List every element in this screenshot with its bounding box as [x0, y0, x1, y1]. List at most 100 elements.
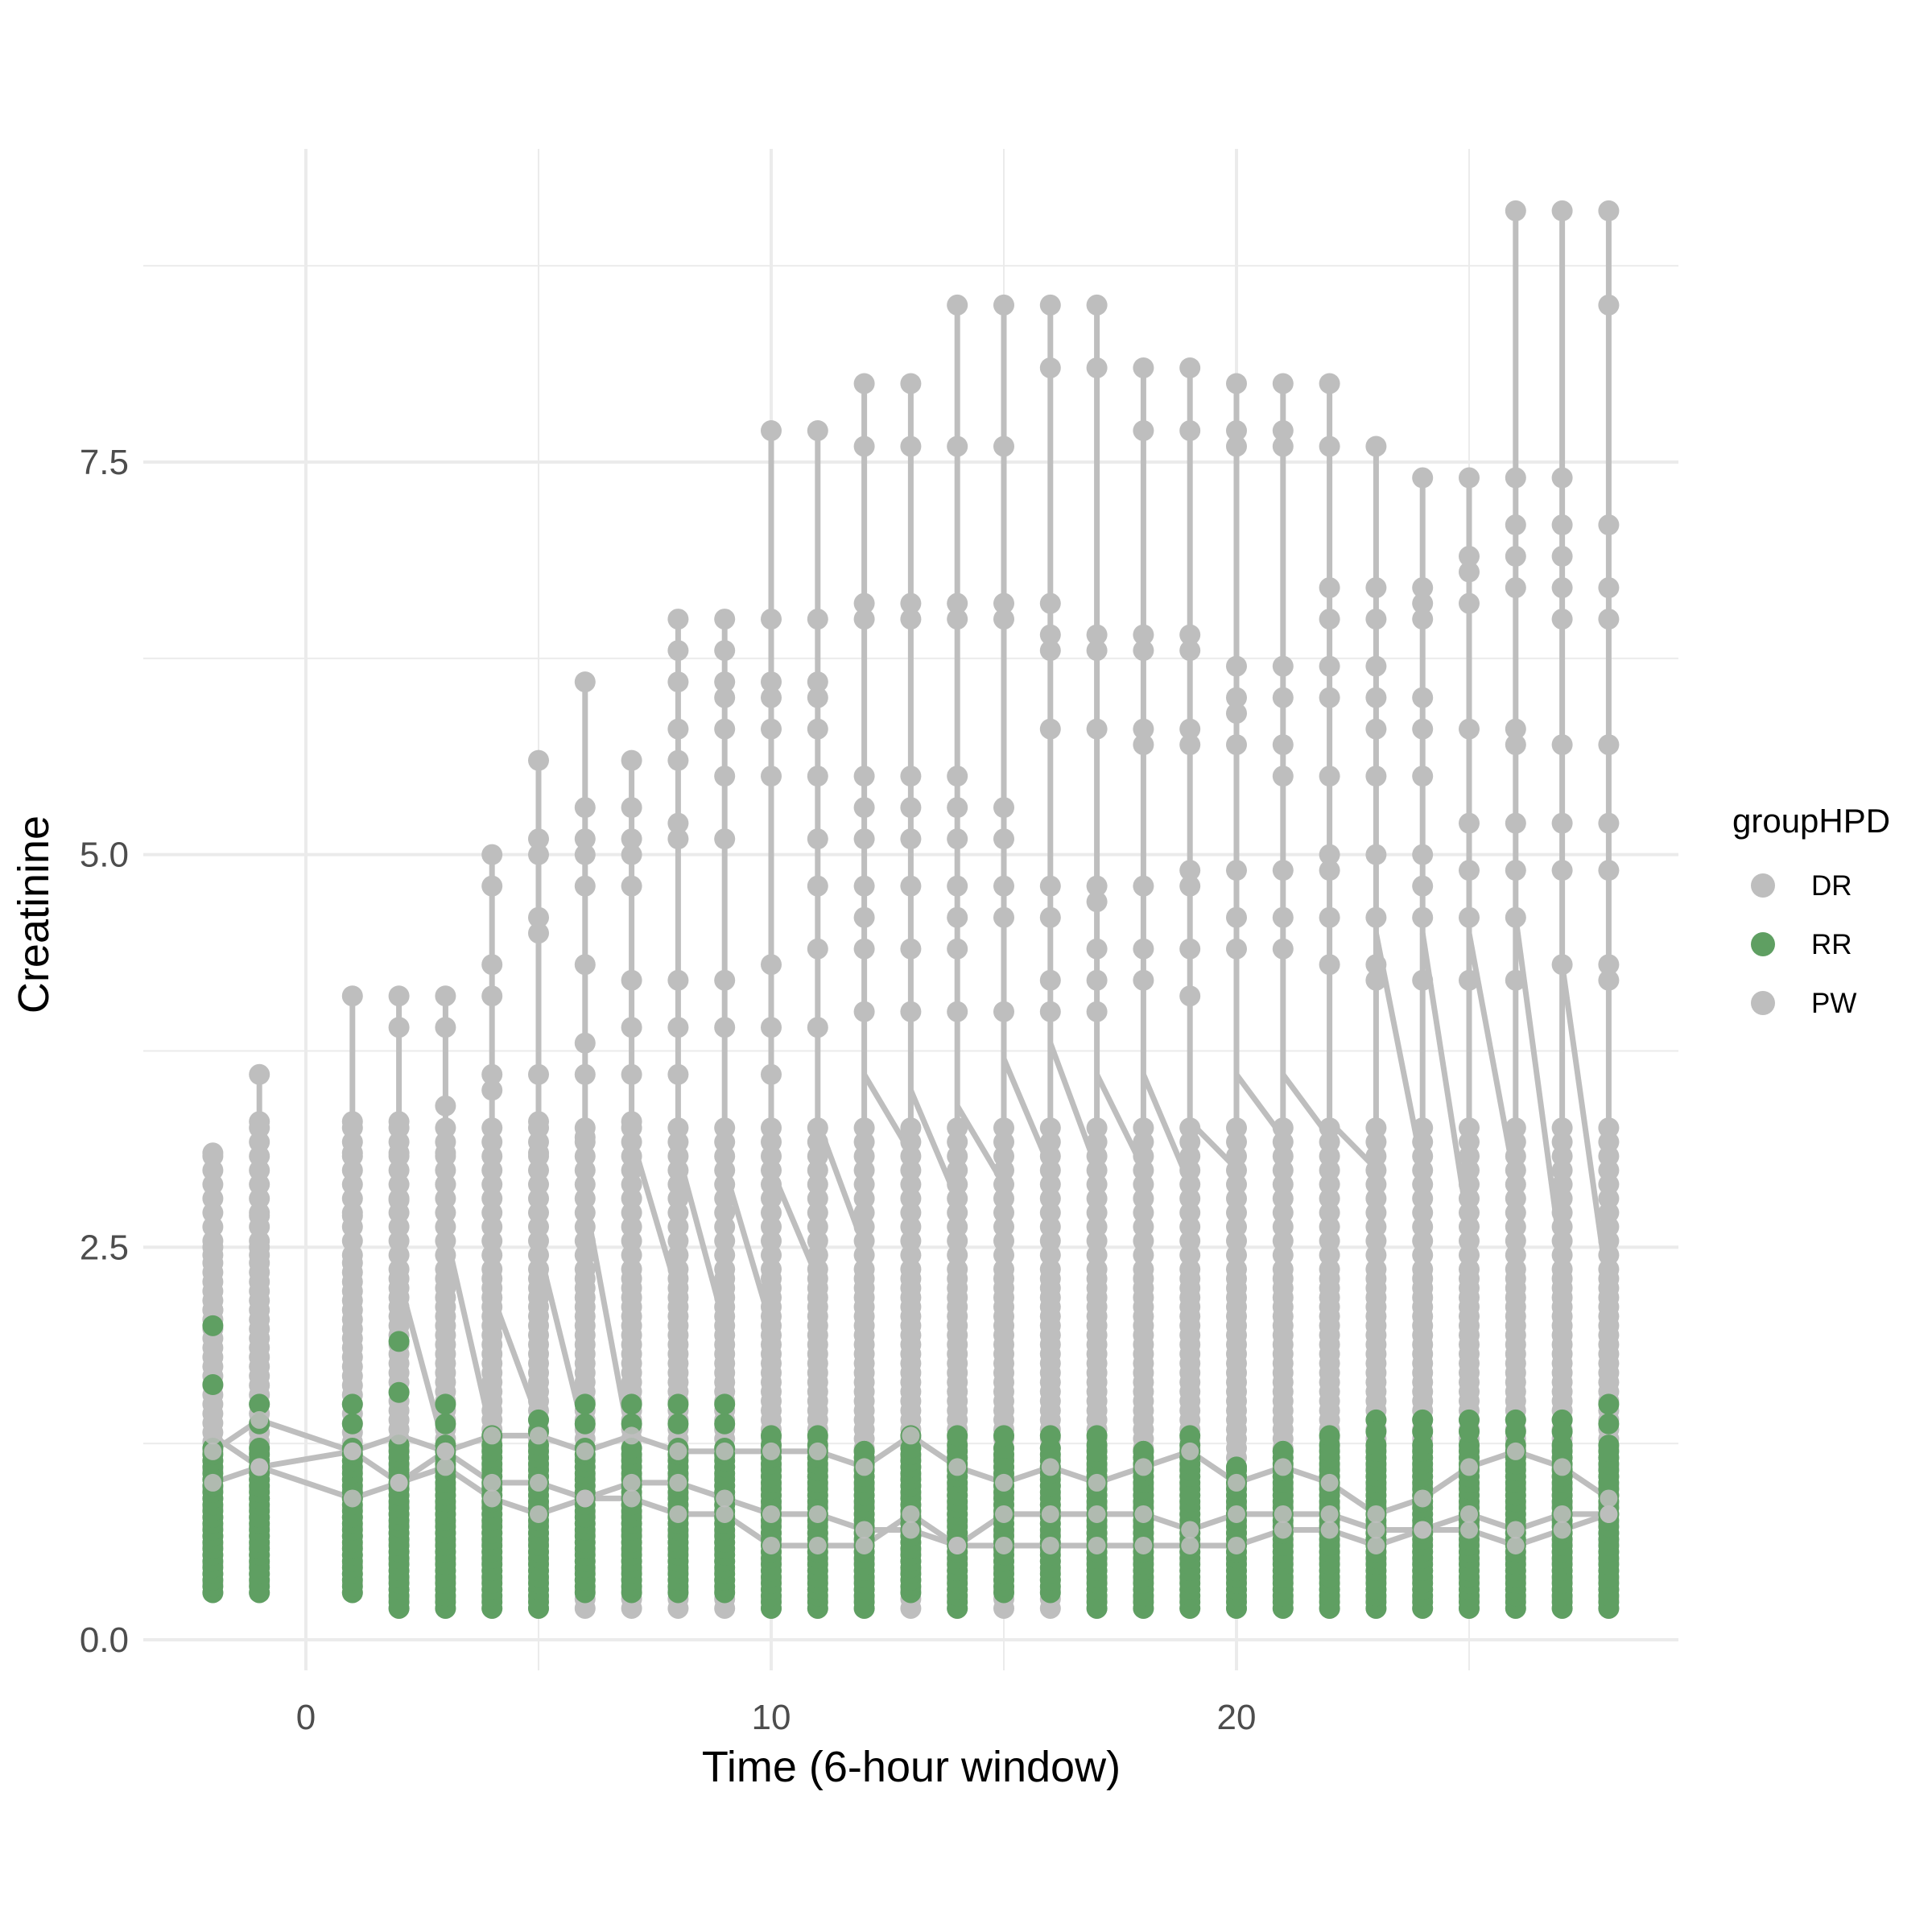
gray-point	[761, 766, 782, 787]
trajectory-point	[1553, 1458, 1571, 1476]
x-tick-label: 0	[296, 1698, 316, 1737]
gray-point	[1039, 640, 1061, 662]
trajectory-point	[1506, 1536, 1525, 1554]
trajectory-point	[762, 1442, 780, 1460]
trajectory-point	[1600, 1489, 1618, 1508]
trajectory-point	[1367, 1521, 1385, 1539]
gray-point	[1319, 1117, 1340, 1139]
trajectory-point	[1134, 1505, 1153, 1523]
gray-point	[1226, 419, 1247, 441]
gray-point	[761, 687, 782, 708]
trajectory-point	[1320, 1521, 1339, 1539]
green-point	[714, 1393, 736, 1415]
trajectory-point	[530, 1505, 547, 1523]
gray-point	[1412, 687, 1434, 708]
gray-point	[1272, 906, 1294, 928]
gray-point	[1319, 860, 1340, 881]
gray-point	[528, 923, 549, 944]
gray-point	[1598, 577, 1620, 599]
gray-point	[1179, 1117, 1201, 1139]
green-point	[761, 1425, 782, 1447]
gray-point	[528, 749, 549, 771]
gray-point	[1179, 734, 1201, 756]
trajectory-point	[483, 1426, 502, 1445]
trajectory-point	[1181, 1442, 1199, 1460]
trajectory-point	[622, 1426, 641, 1445]
trajectory-point	[1274, 1458, 1292, 1476]
gray-point	[761, 954, 782, 976]
gray-point	[1226, 687, 1247, 708]
trajectory-point	[902, 1521, 920, 1539]
trajectory-point	[1041, 1505, 1059, 1523]
gray-point	[1272, 687, 1294, 708]
gray-point	[1365, 954, 1387, 976]
gray-point	[574, 1117, 596, 1139]
gray-point	[1226, 938, 1247, 960]
gray-point	[1365, 766, 1387, 787]
gray-point	[807, 1017, 828, 1038]
green-point	[1505, 1421, 1526, 1443]
gray-point	[900, 1001, 922, 1022]
green-point	[388, 1331, 410, 1352]
gray-point	[574, 844, 596, 865]
trajectory-point	[762, 1505, 780, 1523]
green-point	[1319, 1425, 1340, 1447]
gray-point	[1319, 954, 1340, 976]
gray-point	[1505, 514, 1526, 536]
gray-point	[714, 718, 736, 740]
gray-point	[1412, 969, 1434, 991]
gray-point	[1598, 734, 1620, 756]
trajectory-point	[1041, 1458, 1059, 1476]
gray-point	[1272, 1117, 1294, 1139]
gray-point	[947, 766, 968, 787]
green-point	[1598, 1413, 1620, 1435]
gray-point	[993, 592, 1014, 614]
trajectory-point	[1460, 1505, 1478, 1523]
gray-point	[1039, 906, 1061, 928]
gray-point	[1272, 373, 1294, 394]
gray-point	[853, 938, 875, 960]
trajectory-point	[250, 1458, 269, 1476]
gray-point	[761, 1063, 782, 1085]
gray-point	[1551, 734, 1573, 756]
gray-point	[900, 1117, 922, 1139]
gray-point	[574, 671, 596, 693]
gray-point	[481, 1117, 503, 1139]
trajectory-point	[483, 1473, 502, 1492]
gray-point	[667, 749, 689, 771]
gray-point	[621, 875, 642, 897]
gray-point	[621, 1017, 642, 1038]
gray-point	[807, 1117, 828, 1139]
gray-point	[1459, 592, 1480, 614]
trajectory-point	[995, 1505, 1013, 1523]
gray-point	[1133, 357, 1154, 378]
gray-point	[1086, 357, 1108, 378]
gray-point	[1365, 718, 1387, 740]
gray-point	[1365, 655, 1387, 677]
gray-point	[761, 718, 782, 740]
gray-point	[435, 1117, 456, 1139]
gray-point	[900, 592, 922, 614]
gray-point	[574, 954, 596, 976]
gray-point	[1319, 373, 1340, 394]
gray-point	[807, 419, 828, 441]
gray-point	[1319, 577, 1340, 599]
gray-point	[1412, 718, 1434, 740]
gray-point	[1551, 200, 1573, 221]
gray-point	[481, 985, 503, 1007]
gray-point	[481, 1063, 503, 1085]
trajectory-point	[1088, 1505, 1106, 1523]
gray-point	[1459, 546, 1480, 568]
gray-point	[993, 906, 1014, 928]
trajectory-point	[808, 1505, 827, 1523]
gray-point	[1505, 969, 1526, 991]
gray-point	[853, 828, 875, 850]
trajectory-point	[1506, 1442, 1525, 1460]
trajectory-point	[622, 1473, 641, 1492]
gray-point	[341, 1117, 363, 1139]
trajectory-point	[1553, 1521, 1571, 1539]
gray-point	[481, 844, 503, 865]
gray-point	[1179, 624, 1201, 646]
trajectory-point	[576, 1489, 594, 1508]
gray-point	[1598, 954, 1620, 976]
